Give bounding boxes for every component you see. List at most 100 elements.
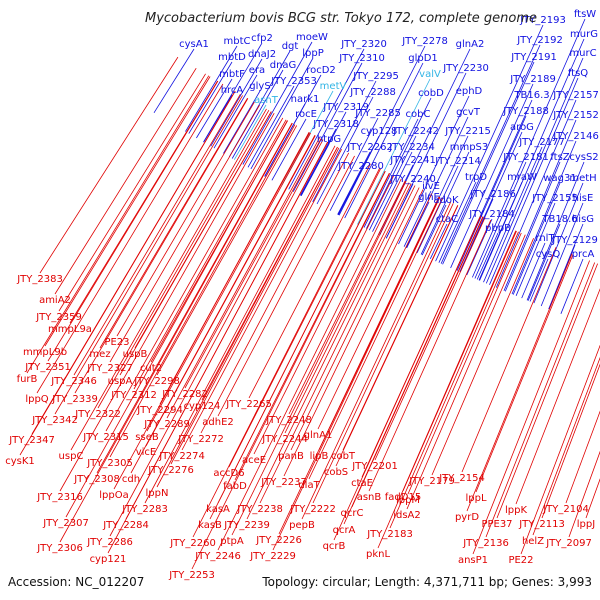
gene-label: qcrB <box>323 541 346 552</box>
gene-label: lppN <box>146 488 169 499</box>
leader-line <box>130 135 316 474</box>
leader-line <box>374 217 486 461</box>
leader-line <box>259 185 416 504</box>
leader-line <box>97 110 270 409</box>
gene-label: JTY_2215 <box>444 126 491 137</box>
leader-line <box>479 38 585 281</box>
leader-line <box>203 94 233 143</box>
gene-label: lppQ <box>25 394 48 405</box>
gene-label: pyrD <box>455 512 479 523</box>
gene-label: metH <box>569 173 596 184</box>
gene-label: JTY_2192 <box>516 35 563 46</box>
leader-line <box>335 205 459 467</box>
gene-label: JTY_2253 <box>168 570 215 581</box>
gene-label: valV <box>419 69 441 80</box>
leader-line <box>466 218 493 276</box>
leader-line <box>483 146 543 283</box>
gene-label: PE23 <box>104 337 129 348</box>
leader-line <box>47 80 219 362</box>
leader-line <box>65 120 288 518</box>
gene-label: JTY_2286 <box>86 537 133 548</box>
leader-line <box>533 182 584 304</box>
leader-line <box>44 76 211 347</box>
gene-label: JTY_2278 <box>401 36 448 47</box>
gene-label: JTY_2237 <box>260 477 307 488</box>
gene-label: lppJ <box>577 519 595 530</box>
gene-label: lppK <box>505 505 527 516</box>
gene-label: JTY_2272 <box>177 434 224 445</box>
gene-label: JTY_2239 <box>223 520 270 531</box>
gene-label: JTY_2129 <box>551 235 598 246</box>
gene-label: ilvE <box>422 181 440 192</box>
leader-line <box>185 45 238 132</box>
gene-label: JTY_2262 <box>346 142 393 153</box>
gene-label: JTY_2179 <box>408 476 455 487</box>
gene-label: lppP <box>302 48 324 59</box>
gene-label: pknL <box>366 549 390 560</box>
leader-line <box>496 263 598 519</box>
leader-line <box>288 180 406 415</box>
gene-label: JTY_2351 <box>24 362 71 373</box>
leader-line <box>472 18 586 278</box>
gene-label: lppOa <box>99 490 128 501</box>
gene-label: JTY_2282 <box>161 389 208 400</box>
leader-line <box>166 137 320 419</box>
gene-label: JTY_2346 <box>50 376 97 387</box>
gene-label: cyp124 <box>184 401 221 412</box>
leader-line <box>105 117 284 432</box>
gene-label: glyS <box>249 81 270 92</box>
leader-line <box>271 118 307 181</box>
leader-line <box>406 234 526 510</box>
gene-label: JTY_2186 <box>469 189 516 200</box>
accession-text: Accession: NC_012207 <box>8 575 144 589</box>
leader-line <box>288 48 365 190</box>
leader-line <box>58 73 206 312</box>
gene-label: cysK1 <box>5 456 35 467</box>
gene-label: prcA <box>572 249 595 260</box>
leader-line <box>450 83 534 269</box>
gene-label: JTY_2214 <box>434 156 481 167</box>
leader-line <box>308 198 443 480</box>
leader-line <box>377 230 517 549</box>
leader-line <box>475 253 574 493</box>
leader-line <box>119 111 272 376</box>
leader-line <box>210 58 263 147</box>
gene-label: TB18.6 <box>541 214 577 225</box>
leader-line <box>366 97 432 229</box>
gene-label: JTY_2316 <box>36 492 83 503</box>
gene-label: panB <box>278 451 304 462</box>
leader-line <box>156 146 338 488</box>
gene-label: mbtF <box>219 69 245 80</box>
gene-label: JTY_2260 <box>169 538 216 549</box>
gene-label: JTY_2155 <box>531 193 578 204</box>
gene-label: JTY_2283 <box>121 504 168 515</box>
gene-label: glnA2 <box>456 39 485 50</box>
gene-label: adoK <box>433 195 459 206</box>
gene-label: cysA1 <box>179 39 209 50</box>
leader-line <box>343 216 484 525</box>
gene-label: JTY_2104 <box>542 504 589 515</box>
leader-line <box>283 189 424 477</box>
gene-label: nark1 <box>291 94 320 105</box>
leader-line <box>213 74 258 149</box>
gene-label: JTY_2234 <box>388 142 435 153</box>
gene-label: JTY_2246 <box>194 551 241 562</box>
leader-line <box>527 223 561 301</box>
gene-label: ctaE <box>351 478 373 489</box>
summary-text: Topology: circular; Length: 4,371,711 bp… <box>261 575 592 589</box>
leader-line <box>565 410 600 504</box>
leader-line <box>344 62 424 219</box>
gene-label: dlaT <box>298 480 320 491</box>
leader-line <box>300 143 330 196</box>
gene-label: JTY_2347 <box>8 435 55 446</box>
leader-line <box>36 83 224 394</box>
gene-label: ptpA <box>220 536 244 547</box>
leader-line <box>153 48 195 114</box>
leader-line <box>368 135 417 231</box>
gene-label: JTY_2229 <box>249 551 296 562</box>
gene-label: metV <box>320 81 347 92</box>
leader-line <box>69 80 218 324</box>
gene-label: JTY_2310 <box>338 53 385 64</box>
gene-label: uspA <box>108 376 133 387</box>
